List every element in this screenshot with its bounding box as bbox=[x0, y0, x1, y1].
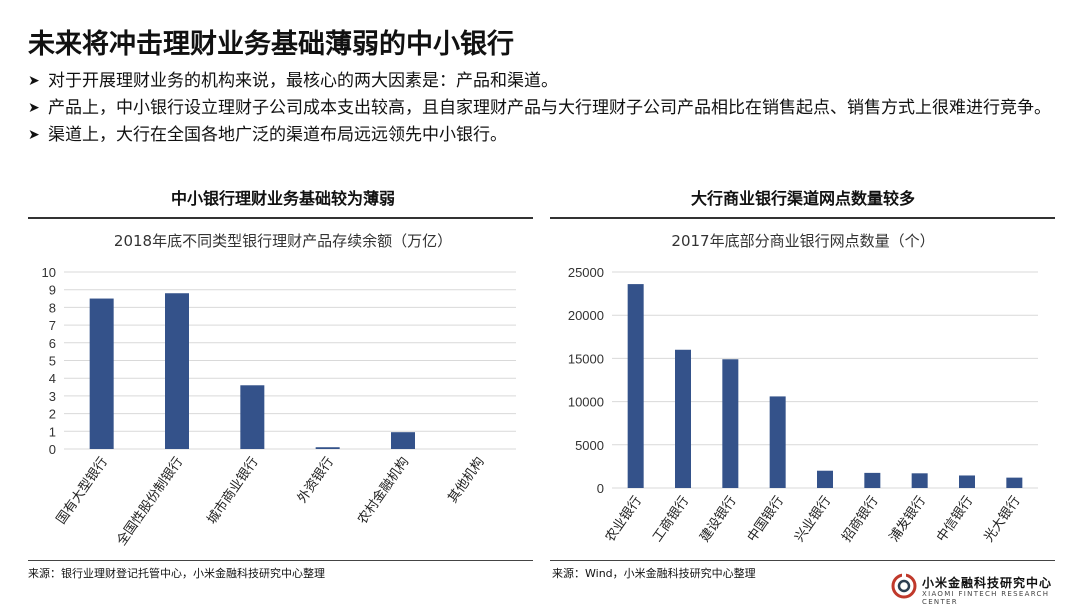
x-tick-label: 其他机构 bbox=[445, 455, 487, 506]
bar bbox=[675, 349, 691, 488]
x-tick-label: 浦发银行 bbox=[886, 493, 929, 545]
x-tick-label: 农业银行 bbox=[603, 494, 645, 545]
bullet-item: ➤ 渠道上，大行在全国各地广泛的渠道布局远远领先中小银行。 bbox=[28, 124, 1058, 147]
y-tick-label: 6 bbox=[49, 336, 56, 351]
bar bbox=[89, 298, 114, 449]
x-tick-label: 城市商业银行 bbox=[204, 454, 262, 527]
slide-title: 未来将冲击理财业务基础薄弱的中小银行 bbox=[28, 29, 514, 60]
x-tick-label: 光大银行 bbox=[981, 494, 1023, 545]
x-tick-label: 兴业银行 bbox=[792, 494, 834, 545]
y-tick-label: 5 bbox=[49, 354, 56, 369]
right-source-divider bbox=[550, 560, 1055, 561]
x-tick-label: 中信银行 bbox=[934, 494, 976, 545]
y-tick-label: 3 bbox=[49, 389, 56, 404]
bar bbox=[722, 359, 739, 488]
left-chart-title: 2018年底不同类型银行理财产品存续余额（万亿） bbox=[113, 232, 453, 250]
fintech-logo-icon bbox=[891, 572, 917, 599]
bar bbox=[769, 396, 786, 488]
bar bbox=[911, 473, 928, 488]
y-tick-label: 4 bbox=[49, 371, 56, 386]
right-divider bbox=[550, 217, 1055, 219]
x-tick-label: 农村金融机构 bbox=[354, 454, 412, 527]
bullet-text: 产品上，中小银行设立理财子公司成本支出较高，且自家理财产品与大行理财子公司产品相… bbox=[48, 98, 1051, 118]
arrow-right-icon: ➤ bbox=[28, 73, 40, 89]
x-tick-label: 建设银行 bbox=[697, 494, 739, 545]
x-tick-label: 外资银行 bbox=[295, 455, 337, 506]
logo-name: 小米金融科技研究中心 bbox=[922, 576, 1053, 590]
arrow-right-icon: ➤ bbox=[28, 127, 40, 143]
x-tick-label: 国有大型银行 bbox=[54, 455, 111, 528]
bar bbox=[627, 284, 644, 488]
bar bbox=[391, 432, 415, 449]
logo-subtitle: XIAOMI FINTECH RESEARCH CENTER bbox=[922, 590, 1050, 606]
right-bar-chart: 0 5000 10000 15000 20000 25000 农业银行 工商银行 建设银行 中国银… bbox=[568, 265, 1038, 545]
left-source: 来源：银行业理财登记托管中心，小米金融科技研究中心整理 bbox=[28, 567, 325, 580]
bullet-text: 渠道上，大行在全国各地广泛的渠道布局远远领先中小银行。 bbox=[48, 125, 507, 145]
y-tick-label: 0 bbox=[597, 481, 604, 496]
bullet-item: ➤ 对于开展理财业务的机构来说，最核心的两大因素是：产品和渠道。 bbox=[28, 70, 1058, 93]
y-tick-label: 20000 bbox=[568, 308, 604, 323]
x-tick-label: 工商银行 bbox=[650, 494, 692, 545]
right-panel-heading: 大行商业银行渠道网点数量较多 bbox=[690, 189, 915, 208]
bar bbox=[240, 385, 265, 449]
bar bbox=[817, 470, 833, 488]
y-tick-label: 15000 bbox=[568, 351, 604, 366]
x-tick-label: 全国性股份制银行 bbox=[114, 454, 187, 548]
bar bbox=[315, 447, 340, 449]
bullet-list: ➤ 对于开展理财业务的机构来说，最核心的两大因素是：产品和渠道。 ➤ 产品上，中… bbox=[28, 70, 1058, 151]
x-tick-label: 招商银行 bbox=[839, 494, 881, 545]
bar bbox=[1006, 477, 1023, 488]
y-tick-label: 1 bbox=[49, 424, 56, 439]
y-tick-label: 25000 bbox=[568, 265, 604, 280]
brand-logo: 小米金融科技研究中心 XIAOMI FINTECH RESEARCH CENTE… bbox=[890, 572, 1070, 606]
right-chart-title: 2017年底部分商业银行网点数量（个） bbox=[671, 232, 935, 250]
bar bbox=[165, 293, 189, 449]
y-tick-label: 0 bbox=[49, 442, 56, 457]
left-source-divider bbox=[28, 560, 533, 561]
bullet-text: 对于开展理财业务的机构来说，最核心的两大因素是：产品和渠道。 bbox=[48, 71, 558, 91]
y-tick-label: 8 bbox=[49, 300, 56, 315]
bullet-item: ➤ 产品上，中小银行设立理财子公司成本支出较高，且自家理财产品与大行理财子公司产… bbox=[28, 97, 1058, 120]
right-source: 来源：Wind，小米金融科技研究中心整理 bbox=[552, 567, 756, 580]
y-tick-label: 7 bbox=[49, 318, 56, 333]
bar bbox=[959, 475, 975, 488]
left-divider bbox=[28, 217, 533, 219]
arrow-right-icon: ➤ bbox=[28, 100, 40, 116]
y-tick-label: 5000 bbox=[575, 438, 604, 453]
left-bar-chart: 0 1 2 3 4 5 6 7 8 9 10 国有大型银行 全国性股份制银行 城市商业银行 外资银行 农村金融… bbox=[42, 265, 516, 548]
y-tick-label: 2 bbox=[49, 407, 56, 422]
bar bbox=[864, 472, 881, 488]
y-tick-label: 10 bbox=[42, 265, 56, 280]
left-panel-heading: 中小银行理财业务基础较为薄弱 bbox=[170, 189, 395, 208]
y-tick-label: 10000 bbox=[568, 395, 604, 410]
x-tick-label: 中国银行 bbox=[745, 494, 787, 545]
y-tick-label: 9 bbox=[49, 283, 56, 298]
